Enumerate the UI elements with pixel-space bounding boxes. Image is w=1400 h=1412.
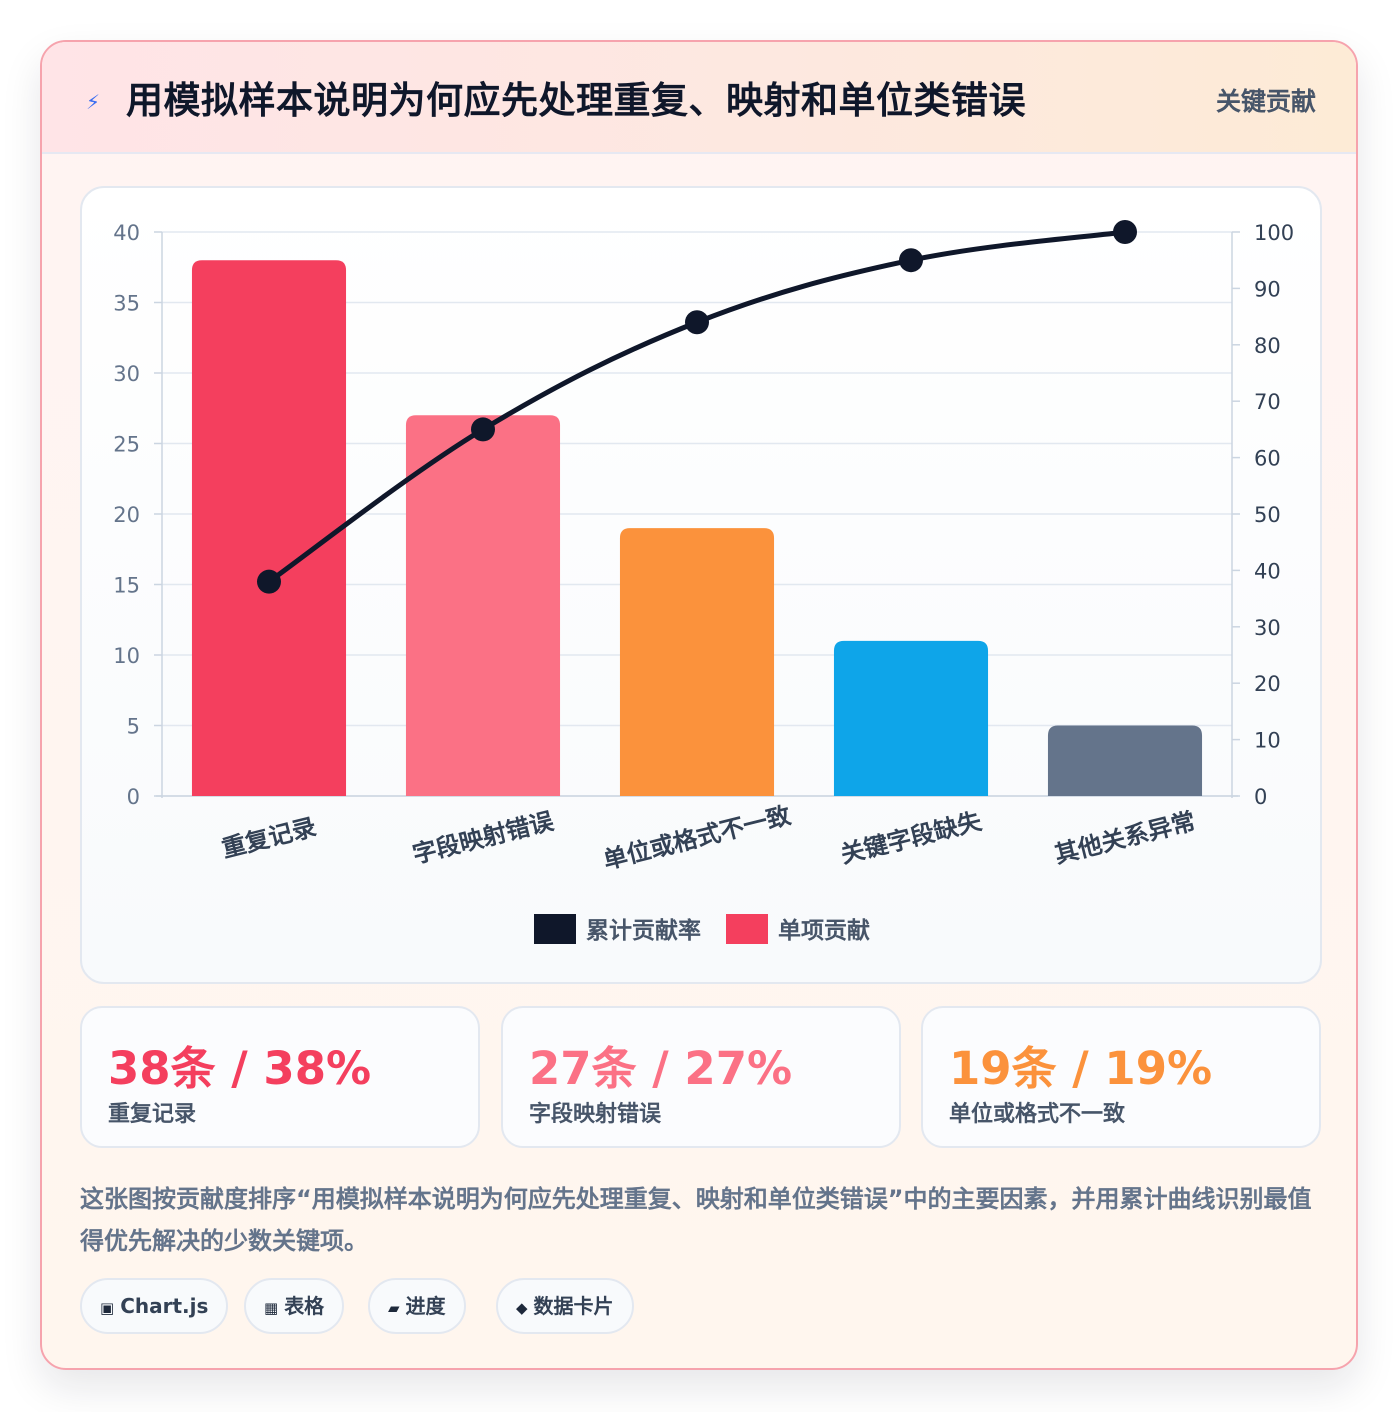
tag-data-card[interactable]: ◆ 数据卡片 <box>496 1278 634 1334</box>
stat-value: 27条 / 27% <box>529 1042 793 1095</box>
right-tick-label: 20 <box>1254 672 1281 696</box>
right-tick-label: 90 <box>1254 277 1281 301</box>
tag-label: 数据卡片 <box>533 1294 614 1318</box>
stat-value: 19条 / 19% <box>949 1042 1213 1095</box>
bar-4 <box>833 640 989 796</box>
left-tick-label: 20 <box>113 503 140 527</box>
legend-swatch <box>534 914 576 944</box>
stat-card-mapping: 27条 / 27% 字段映射错误 <box>501 1006 901 1148</box>
right-tick-label: 30 <box>1254 616 1281 640</box>
x-tick-label: 单位或格式不一致 <box>600 801 794 875</box>
stat-value: 38条 / 38% <box>108 1042 372 1095</box>
tag-progress[interactable]: ▰ 进度 <box>368 1278 466 1334</box>
right-tick-label: 80 <box>1254 334 1281 358</box>
right-tick-label: 70 <box>1254 390 1281 414</box>
tag-label: 进度 <box>405 1294 446 1318</box>
right-tick-label: 60 <box>1254 447 1281 471</box>
stat-card-duplicate: 38条 / 38% 重复记录 <box>80 1006 480 1148</box>
bar-5 <box>1047 725 1203 796</box>
left-tick-label: 0 <box>127 785 140 809</box>
stat-label: 字段映射错误 <box>529 1102 662 1127</box>
cumulative-point-4 <box>899 248 923 273</box>
cumulative-point-5 <box>1113 220 1137 244</box>
left-tick-label: 35 <box>113 292 140 316</box>
x-tick-label: 字段映射错误 <box>410 807 557 869</box>
diamond-icon: ◆ <box>516 1299 528 1317</box>
bar-3 <box>619 528 775 796</box>
legend-label: 单项贡献 <box>778 918 870 944</box>
card-header: ⚡ 用模拟样本说明为何应先处理重复、映射和单位类错误 关键贡献 <box>42 42 1356 154</box>
table-icon: ▦ <box>264 1299 279 1317</box>
lightning-bolt-icon: ⚡ <box>86 90 101 114</box>
left-tick-label: 25 <box>113 433 140 457</box>
page-title: 用模拟样本说明为何应先处理重复、映射和单位类错误 <box>126 79 1026 122</box>
stat-card-unit: 19条 / 19% 单位或格式不一致 <box>921 1006 1321 1148</box>
right-tick-label: 10 <box>1254 729 1281 753</box>
square-icon: ▣ <box>100 1299 115 1317</box>
tag-label: Chart.js <box>120 1294 209 1318</box>
x-tick-label: 关键字段缺失 <box>838 807 985 869</box>
pareto-chart: 0 5 10 15 20 25 30 35 40 0 10 20 30 40 50 60 70 80 90 100 重复… <box>113 220 1294 944</box>
left-tick-label: 10 <box>113 644 140 668</box>
tag-table[interactable]: ▦ 表格 <box>244 1278 345 1334</box>
stat-label: 单位或格式不一致 <box>949 1102 1126 1127</box>
bar-1 <box>191 260 347 796</box>
legend-swatch <box>726 914 768 944</box>
left-tick-label: 40 <box>113 221 140 245</box>
cumulative-point-3 <box>685 310 709 335</box>
right-tick-label: 0 <box>1254 785 1267 809</box>
left-tick-label: 15 <box>113 574 140 598</box>
right-tick-label: 50 <box>1254 503 1281 527</box>
left-tick-label: 5 <box>127 715 140 739</box>
stat-label: 重复记录 <box>108 1102 197 1127</box>
progress-icon: ▰ <box>388 1299 400 1317</box>
bar-2 <box>405 415 561 796</box>
x-tick-label: 其他关系异常 <box>1052 807 1198 869</box>
tag-chartjs[interactable]: ▣ Chart.js <box>80 1278 229 1334</box>
tag-label: 表格 <box>284 1294 325 1318</box>
report-card: ⚡ 用模拟样本说明为何应先处理重复、映射和单位类错误 关键贡献 0 5 10 15 20… <box>40 40 1358 1370</box>
cumulative-point-1 <box>257 569 281 594</box>
right-tick-label: 100 <box>1254 221 1294 245</box>
x-tick-label: 重复记录 <box>219 813 319 863</box>
header-badge: 关键贡献 <box>1215 87 1316 116</box>
pareto-chart-panel: 0 5 10 15 20 25 30 35 40 0 10 20 30 40 50 60 70 80 90 100 重复… <box>80 186 1322 984</box>
legend-label: 累计贡献率 <box>586 917 701 944</box>
right-tick-label: 40 <box>1254 559 1281 583</box>
left-tick-label: 30 <box>113 362 140 386</box>
cumulative-point-2 <box>471 417 495 442</box>
chart-description: 这张图按贡献度排序“用模拟样本说明为何应先处理重复、映射和单位类错误”中的主要因… <box>80 1185 1312 1255</box>
